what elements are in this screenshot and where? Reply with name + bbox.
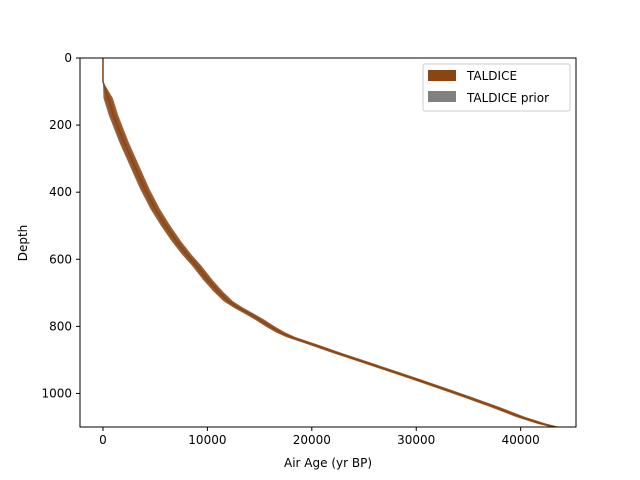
x-axis-label: Air Age (yr BP) (284, 456, 372, 470)
legend-swatch-taldice-prior (428, 91, 456, 102)
y-tick-label: 600 (49, 252, 72, 266)
series-layer (102, 58, 560, 427)
y-axis-label: Depth (16, 225, 30, 262)
x-tick-label: 20000 (293, 433, 331, 447)
x-tick-label: 0 (99, 433, 107, 447)
plot-background (80, 58, 576, 427)
legend: TALDICE TALDICE prior (422, 63, 571, 112)
plot-frame (79, 57, 577, 428)
y-tick-label: 800 (49, 319, 72, 333)
legend-swatch-taldice (428, 70, 456, 81)
y-tick-label: 200 (49, 118, 72, 132)
y-axis: 0 200 400 600 800 1000 (41, 51, 80, 400)
y-tick-label: 0 (64, 51, 72, 65)
x-tick-label: 10000 (188, 433, 226, 447)
x-tick-label: 40000 (502, 433, 540, 447)
y-tick-label: 1000 (41, 386, 72, 400)
x-axis: 0 10000 20000 30000 40000 (99, 427, 540, 447)
legend-label-taldice-prior: TALDICE prior (466, 91, 549, 105)
x-tick-label: 30000 (397, 433, 435, 447)
y-tick-label: 400 (49, 185, 72, 199)
series-line-taldice (102, 58, 556, 427)
legend-frame (422, 63, 571, 112)
legend-label-taldice: TALDICE (466, 69, 517, 83)
